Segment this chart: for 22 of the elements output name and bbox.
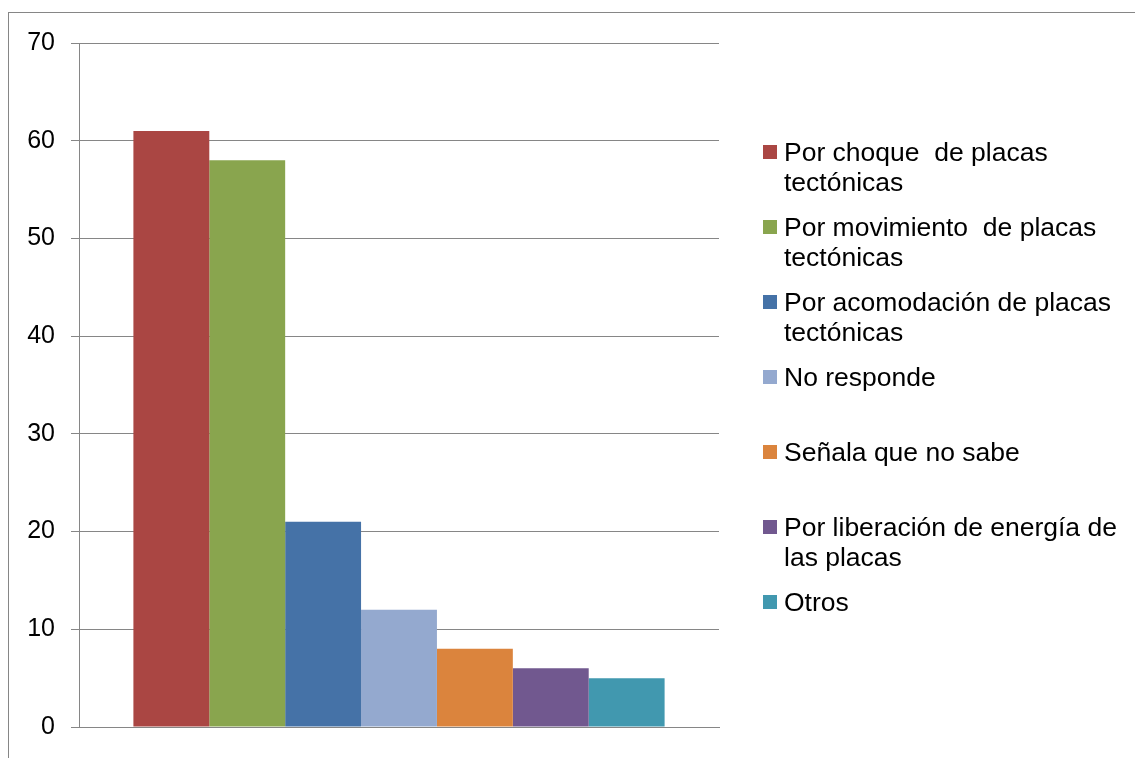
legend-label: Señala que no sabe [784, 437, 1021, 467]
bar [436, 648, 513, 727]
legend-label: Otros [784, 587, 850, 617]
legend-label: No responde [784, 362, 937, 392]
bar [133, 130, 210, 727]
legend-label: Por liberación de energía de las placas [784, 512, 1118, 572]
y-tick-label: 50 [27, 222, 55, 251]
y-tick-label: 0 [41, 710, 55, 739]
bar [209, 160, 286, 727]
bar [588, 678, 665, 727]
y-tick-label: 20 [27, 515, 55, 544]
legend-label: Por choque de placas tectónicas [784, 137, 1049, 197]
bar [361, 609, 437, 727]
y-tick-label: 40 [27, 320, 55, 349]
y-tick-label: 30 [27, 417, 55, 446]
y-tick-label: 70 [27, 26, 55, 55]
y-tick-label: 60 [27, 124, 55, 153]
legend-label: Por acomodación de placas tectónicas [784, 287, 1113, 347]
bar [512, 668, 589, 727]
y-tick-label: 10 [27, 613, 55, 642]
legend-label: Por movimiento de placas tectónicas [784, 212, 1098, 272]
bar [285, 521, 362, 727]
